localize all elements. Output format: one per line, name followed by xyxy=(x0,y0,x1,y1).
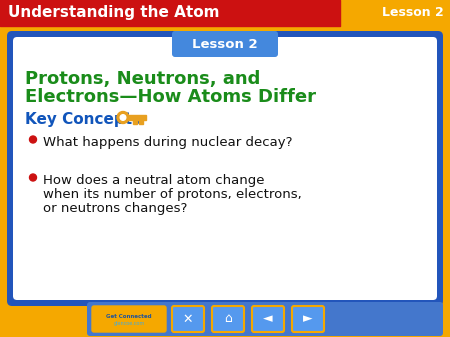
Text: Understanding the Atom: Understanding the Atom xyxy=(8,5,220,21)
Circle shape xyxy=(117,112,129,123)
Text: How does a neutral atom change: How does a neutral atom change xyxy=(43,174,265,187)
Circle shape xyxy=(30,136,36,143)
Text: glencoe.com: glencoe.com xyxy=(113,320,144,326)
FancyBboxPatch shape xyxy=(172,306,204,332)
Text: What happens during nuclear decay?: What happens during nuclear decay? xyxy=(43,136,292,149)
Text: ►: ► xyxy=(303,312,313,326)
Text: ✕: ✕ xyxy=(183,312,193,326)
Text: Lesson 2: Lesson 2 xyxy=(382,6,444,20)
FancyBboxPatch shape xyxy=(212,306,244,332)
Bar xyxy=(128,115,146,120)
Circle shape xyxy=(120,115,126,120)
Text: Get Connected: Get Connected xyxy=(106,314,152,319)
Text: ◄: ◄ xyxy=(263,312,273,326)
Text: or neutrons changes?: or neutrons changes? xyxy=(43,202,187,215)
FancyBboxPatch shape xyxy=(13,37,437,300)
Text: when its number of protons, electrons,: when its number of protons, electrons, xyxy=(43,188,302,201)
Circle shape xyxy=(30,174,36,181)
Bar xyxy=(139,120,143,123)
Text: Protons, Neutrons, and: Protons, Neutrons, and xyxy=(25,70,261,88)
Text: Lesson 2: Lesson 2 xyxy=(192,37,258,51)
FancyBboxPatch shape xyxy=(7,31,443,306)
FancyBboxPatch shape xyxy=(92,306,166,332)
Bar xyxy=(133,120,137,123)
FancyBboxPatch shape xyxy=(172,31,278,57)
FancyBboxPatch shape xyxy=(252,306,284,332)
Text: Electrons—How Atoms Differ: Electrons—How Atoms Differ xyxy=(25,88,316,106)
Text: Key Concepts: Key Concepts xyxy=(25,112,141,127)
FancyBboxPatch shape xyxy=(87,302,443,336)
Text: ⌂: ⌂ xyxy=(224,312,232,326)
FancyBboxPatch shape xyxy=(292,306,324,332)
